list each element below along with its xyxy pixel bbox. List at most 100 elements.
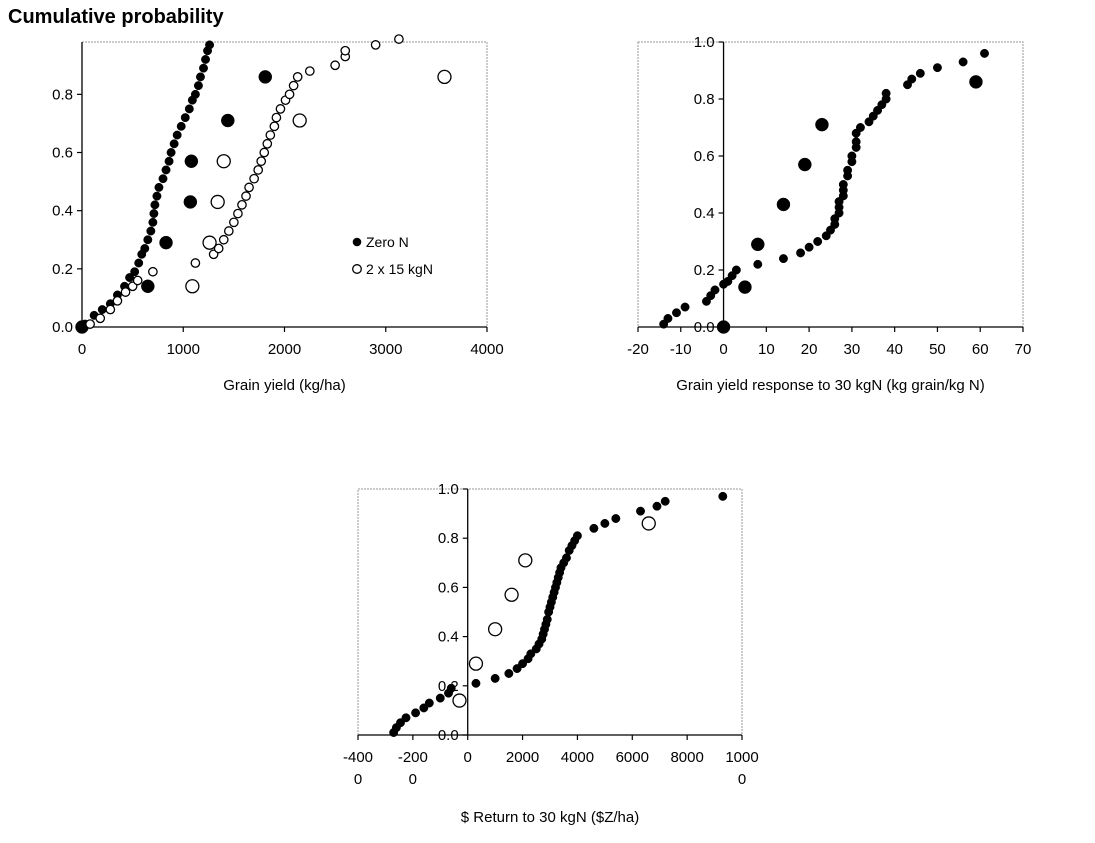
data-point (411, 708, 421, 718)
data-point (275, 104, 286, 114)
data-point (907, 74, 917, 84)
data-point (471, 678, 481, 688)
y-tick-label: 0.6 (438, 579, 459, 596)
data-point (259, 147, 270, 158)
data-point (731, 265, 741, 275)
data-point (980, 48, 989, 58)
data-point (190, 89, 200, 99)
data-point (401, 713, 411, 723)
y-tick-label: 0.4 (694, 205, 715, 222)
x-tick-label: 2000 (268, 341, 301, 358)
data-point (370, 40, 381, 50)
data-point (262, 138, 273, 149)
legend-label-zero-n: Zero N (366, 234, 409, 250)
data-point (636, 506, 645, 516)
data-point (487, 622, 503, 637)
data-point (249, 173, 259, 184)
data-point (813, 237, 823, 246)
data-point (152, 191, 162, 201)
x-tick-label: 8000 (670, 749, 703, 766)
data-point (932, 63, 942, 73)
data-point (158, 174, 168, 184)
x-tick-label: -20 (627, 341, 649, 358)
data-point (751, 237, 765, 252)
data-point (652, 501, 662, 511)
y-tick-label: 0.8 (52, 86, 73, 103)
data-point (241, 191, 251, 201)
y-tick-label: 0.6 (694, 148, 715, 165)
data-point (776, 197, 791, 212)
data-point (196, 72, 205, 82)
data-point (166, 148, 176, 157)
x-tick-label: 6000 (616, 749, 649, 766)
data-point (97, 305, 107, 315)
data-point (216, 154, 231, 169)
y-tick-label: 0.6 (52, 145, 73, 162)
data-point (855, 123, 865, 132)
data-point (112, 295, 123, 306)
data-point (148, 266, 158, 277)
x-tick-label: 30 (844, 341, 861, 358)
x-tick-label: 2000 (506, 749, 539, 766)
x-tick-label: 0 (78, 341, 86, 358)
data-point (815, 117, 829, 132)
data-point (271, 112, 282, 123)
y-tick-label: 0.4 (52, 203, 73, 220)
data-point (446, 683, 456, 693)
x-tick-label: -10 (670, 341, 692, 358)
data-point (958, 57, 968, 67)
data-point (269, 121, 280, 132)
x-tick-label: 40 (886, 341, 903, 358)
plot-area (637, 41, 1024, 328)
data-point (718, 491, 728, 501)
data-point (504, 587, 519, 602)
data-point (424, 698, 434, 708)
chart-dollar-return: 0.00.20.40.60.81.0-4000-2000020004000600… (343, 481, 759, 826)
x-axis-label: Grain yield response to 30 kgN (kg grain… (676, 377, 984, 394)
data-point (292, 72, 303, 82)
data-point (542, 614, 552, 624)
data-point (233, 208, 243, 219)
data-point (265, 130, 276, 140)
data-point (253, 165, 264, 175)
data-point (223, 226, 234, 236)
data-point (518, 553, 533, 568)
data-point (572, 531, 582, 541)
y-tick-label: 0.2 (694, 262, 715, 279)
data-point (969, 75, 983, 89)
data-point (437, 69, 452, 85)
data-point (159, 235, 173, 250)
data-point (851, 137, 861, 147)
data-point (130, 267, 140, 277)
data-point (881, 88, 891, 98)
y-tick-label: 1.0 (694, 34, 715, 51)
data-point (753, 259, 763, 269)
data-point (169, 139, 179, 149)
data-point (798, 157, 812, 172)
data-point (95, 313, 106, 324)
x-tick-label: -200 0 (398, 749, 428, 788)
data-point (148, 217, 158, 227)
data-point (190, 258, 201, 268)
data-point (161, 165, 171, 175)
x-axis-label: $ Return to 30 kgN ($Z/ha) (461, 809, 639, 826)
data-point (202, 235, 217, 250)
legend-label-2x15: 2 x 15 kgN (366, 261, 433, 277)
data-point (394, 34, 404, 44)
data-point (600, 518, 610, 528)
chart-yield-response: 0.0 0.2 0.4 0.6 0.8 1.0 -20 -10 0 10 20 30 40 50 60 70 G… (627, 34, 1031, 394)
x-tick-label: 4000 (561, 749, 594, 766)
data-point (221, 113, 235, 128)
chart-title: Cumulative probability (8, 6, 224, 28)
data-point (150, 200, 160, 210)
data-point (641, 516, 656, 531)
y-tick-label: 0.0 (438, 727, 459, 744)
data-point (205, 40, 215, 50)
data-point (680, 302, 690, 312)
data-point (180, 113, 190, 123)
data-point (172, 130, 182, 140)
data-point (105, 304, 116, 315)
x-axis-label: Grain yield (kg/ha) (223, 377, 346, 394)
x-tick-label: 50 (929, 341, 946, 358)
data-point (210, 194, 225, 210)
